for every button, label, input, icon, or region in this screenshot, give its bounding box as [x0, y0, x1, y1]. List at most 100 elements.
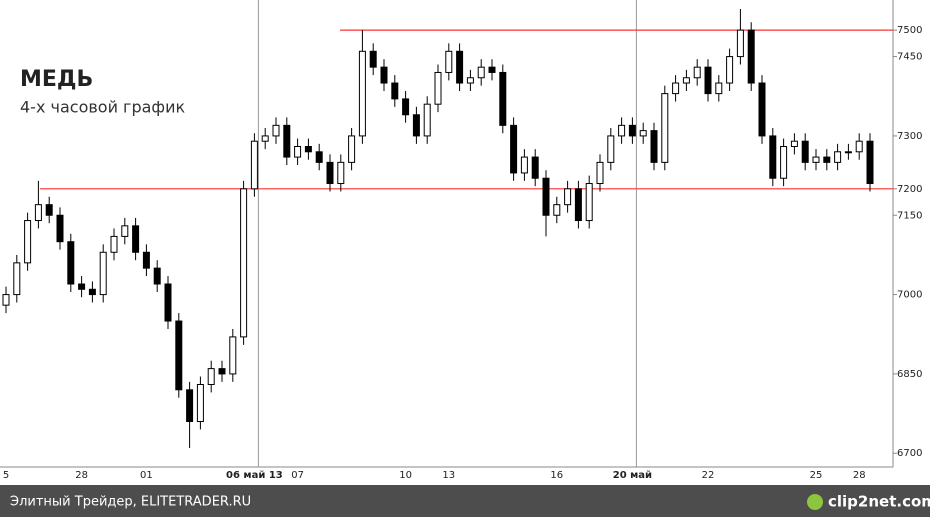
y-tick-label: 7150: [897, 210, 922, 221]
candle-body: [412, 114, 420, 137]
x-tick-label: 28: [853, 470, 866, 481]
candle-body: [499, 71, 507, 126]
candle-body: [596, 161, 604, 185]
candle-body: [790, 140, 798, 147]
candle-body: [747, 29, 755, 84]
candle-body: [283, 124, 291, 158]
candle-body: [542, 177, 550, 216]
chart-subtitle: 4-х часовой график: [20, 98, 186, 117]
candle-body: [358, 50, 366, 137]
candle-body: [855, 140, 863, 153]
candle-body: [823, 156, 831, 163]
candle-body: [434, 71, 442, 105]
candle-body: [78, 283, 86, 290]
candle-body: [196, 383, 204, 423]
candle-body: [110, 235, 118, 253]
candle-body: [380, 66, 388, 84]
candle-body: [661, 93, 669, 163]
candle-body: [553, 204, 561, 216]
y-tick-label: 7450: [897, 52, 922, 63]
candle-body: [628, 124, 636, 137]
candle-body: [164, 283, 172, 322]
candle-body: [369, 50, 377, 68]
candle-body: [132, 225, 140, 253]
x-tick-label: 16: [550, 470, 563, 481]
candle-body: [88, 288, 96, 296]
chart-title: МЕДЬ: [20, 67, 93, 92]
candle-body: [866, 140, 874, 185]
candle-body: [693, 66, 701, 79]
x-tick-label: 20 май: [613, 470, 652, 481]
candle-body: [261, 135, 269, 142]
candle-body: [520, 156, 528, 174]
candle-body: [801, 140, 809, 163]
x-tick-label: 13: [442, 470, 455, 481]
candle-body: [207, 368, 215, 385]
candle-body: [456, 50, 464, 84]
candle-body: [326, 161, 334, 185]
candle-body: [607, 135, 615, 163]
x-tick-label: 07: [291, 470, 304, 481]
candle-body: [2, 294, 10, 306]
candle-body: [337, 161, 345, 185]
candle-body: [466, 77, 474, 84]
logo-icon: [807, 494, 823, 510]
candle-body: [477, 66, 485, 79]
candle-body: [639, 130, 647, 137]
y-tick-label: 6700: [897, 448, 922, 459]
candle-body: [445, 50, 453, 73]
candle-body: [402, 98, 410, 116]
candle-body: [229, 336, 237, 375]
candle-body: [704, 66, 712, 95]
watermark: clip2net.com: [828, 493, 930, 511]
candle-body: [769, 135, 777, 179]
candle-body: [531, 156, 539, 179]
candle-body: [34, 204, 42, 222]
candle-body: [736, 29, 744, 58]
candle-body: [672, 82, 680, 95]
x-tick-label: 01: [140, 470, 153, 481]
candle-body: [423, 103, 431, 137]
candle-body: [175, 320, 183, 391]
y-tick-label: 7300: [897, 131, 922, 142]
candle-body: [142, 251, 150, 269]
y-tick-label: 7200: [897, 184, 922, 195]
candle-body: [682, 77, 690, 84]
candle-body: [186, 389, 194, 423]
footer-bar: [0, 485, 930, 517]
candle-body: [294, 145, 302, 158]
candle-body: [812, 156, 820, 163]
candle-body: [564, 188, 572, 206]
candle-body: [304, 145, 312, 153]
y-tick-label: 6850: [897, 369, 922, 380]
candle-body: [585, 183, 593, 222]
candle-body: [272, 124, 280, 137]
candle-body: [240, 188, 248, 338]
x-tick-label: 25: [810, 470, 823, 481]
footer-text: Элитный Трейдер, ELITETRADER.RU: [10, 495, 251, 510]
candle-body: [574, 188, 582, 222]
y-tick-label: 7000: [897, 290, 922, 301]
candle-body: [488, 66, 496, 73]
candle-body: [45, 204, 53, 216]
candle-body: [726, 56, 734, 84]
y-tick-label: 7500: [897, 25, 922, 36]
x-tick-label: 10: [399, 470, 412, 481]
candle-body: [153, 267, 161, 285]
candle-body: [121, 225, 129, 237]
candle-body: [650, 130, 658, 163]
candle-body: [99, 251, 107, 296]
candle-body: [834, 151, 842, 163]
candle-body: [24, 220, 32, 264]
candle-body: [510, 124, 518, 174]
x-tick-label: 5: [3, 470, 9, 481]
candle-body: [715, 82, 723, 95]
candle-body: [56, 214, 64, 243]
candle-body: [391, 82, 399, 100]
x-tick-label: 28: [75, 470, 88, 481]
candle-body: [844, 151, 852, 154]
candle-body: [218, 368, 226, 375]
candle-body: [250, 140, 258, 190]
